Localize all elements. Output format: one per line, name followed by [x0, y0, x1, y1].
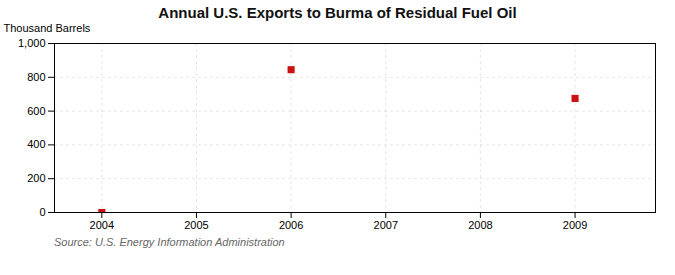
svg-text:600: 600 [27, 105, 45, 117]
html-text:Annual U.S. Exports to Burma o: Annual U.S. Exports to Burma of Residual… [158, 4, 517, 21]
svg-text:1,000: 1,000 [18, 37, 46, 49]
svg-text:2006: 2006 [279, 219, 303, 231]
svg-text:400: 400 [27, 138, 45, 150]
svg-text:2007: 2007 [374, 219, 398, 231]
svg-text:2009: 2009 [563, 219, 587, 231]
svg-text:2008: 2008 [468, 219, 492, 231]
html-text:Source: U.S. Energy Informatio: Source: U.S. Energy Information Administ… [54, 236, 285, 248]
svg-text:0: 0 [39, 206, 45, 218]
svg-text:800: 800 [27, 71, 45, 83]
svg-text:200: 200 [27, 172, 45, 184]
svg-text:2004: 2004 [90, 219, 114, 231]
svg-text:Thousand Barrels: Thousand Barrels [4, 22, 91, 34]
svg-text:2005: 2005 [184, 219, 208, 231]
